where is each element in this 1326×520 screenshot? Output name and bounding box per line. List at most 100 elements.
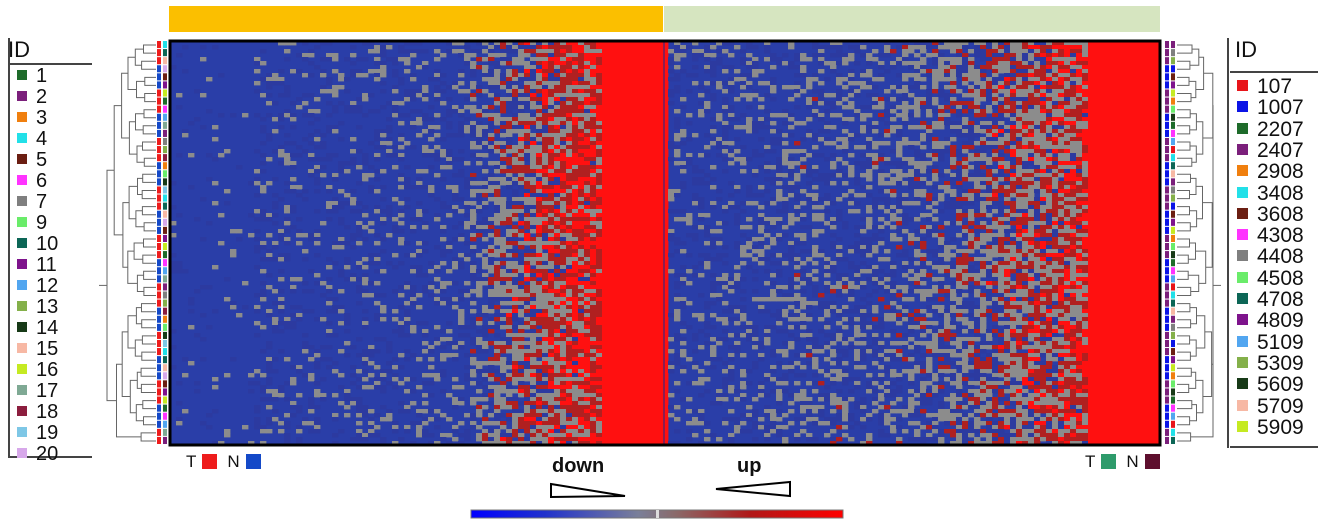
heatmap-cell	[404, 165, 411, 170]
heatmap-cell	[644, 149, 651, 154]
heatmap-cell	[1022, 65, 1029, 70]
heatmap-cell	[1046, 185, 1053, 190]
heatmap-cell	[188, 185, 195, 190]
heatmap-cell	[1112, 185, 1119, 190]
heatmap-cell	[380, 89, 387, 94]
heatmap-cell	[1136, 125, 1143, 130]
heatmap-cell	[1046, 133, 1053, 138]
heatmap-cell	[482, 145, 489, 150]
heatmap-cell	[296, 53, 303, 58]
heatmap-cell	[590, 221, 597, 226]
heatmap-cell	[614, 165, 621, 170]
heatmap-cell	[710, 201, 717, 206]
heatmap-cell	[626, 161, 633, 166]
heatmap-cell	[554, 73, 561, 78]
heatmap-cell	[452, 173, 459, 178]
heatmap-cell	[890, 209, 897, 214]
heatmap-cell	[890, 97, 897, 102]
heatmap-cell	[662, 229, 669, 234]
heatmap-cell	[422, 149, 429, 154]
heatmap-cell	[896, 85, 903, 90]
heatmap-cell	[284, 241, 291, 246]
heatmap-cell	[542, 165, 549, 170]
heatmap-cell	[596, 85, 603, 90]
heatmap-cell	[932, 73, 939, 78]
heatmap-cell	[1064, 129, 1071, 134]
heatmap-cell	[860, 117, 867, 122]
heatmap-cell	[944, 141, 951, 146]
heatmap-cell	[782, 133, 789, 138]
heatmap-cell	[632, 57, 639, 62]
heatmap-cell	[1136, 233, 1143, 238]
heatmap-cell	[404, 97, 411, 102]
heatmap-cell	[1010, 105, 1017, 110]
heatmap-cell	[1082, 53, 1089, 58]
heatmap-cell	[338, 201, 345, 206]
heatmap-cell	[176, 93, 183, 98]
heatmap-cell	[650, 133, 657, 138]
heatmap-cell	[458, 89, 465, 94]
heatmap-cell	[332, 93, 339, 98]
heatmap-cell	[722, 133, 729, 138]
heatmap-cell	[380, 69, 387, 74]
heatmap-cell	[620, 81, 627, 86]
heatmap-cell	[1142, 89, 1149, 94]
heatmap-cell	[584, 45, 591, 50]
heatmap-cell	[554, 225, 561, 230]
heatmap-cell	[1046, 45, 1053, 50]
heatmap-cell	[770, 217, 777, 222]
heatmap-cell	[980, 233, 987, 238]
heatmap-cell	[962, 157, 969, 162]
heatmap-cell	[458, 197, 465, 202]
heatmap-cell	[1034, 209, 1041, 214]
heatmap-cell	[350, 197, 357, 202]
heatmap-cell	[500, 217, 507, 222]
heatmap-cell	[1070, 57, 1077, 62]
heatmap-cell	[1142, 229, 1149, 234]
heatmap-cell	[1106, 129, 1113, 134]
heatmap-cell	[1100, 161, 1107, 166]
heatmap-cell	[914, 77, 921, 82]
heatmap-cell	[518, 137, 525, 142]
heatmap-cell	[356, 165, 363, 170]
heatmap-cell	[566, 201, 573, 206]
heatmap-cell	[470, 209, 477, 214]
heatmap-cell	[920, 193, 927, 198]
heatmap-cell	[374, 109, 381, 114]
heatmap-cell	[212, 125, 219, 130]
heatmap-cell	[530, 193, 537, 198]
heatmap-cell	[1142, 209, 1149, 214]
heatmap-cell	[572, 41, 579, 46]
heatmap-cell	[908, 157, 915, 162]
heatmap-cell	[530, 185, 537, 190]
heatmap-cell	[554, 233, 561, 238]
heatmap-cell	[668, 209, 675, 214]
heatmap-cell	[1148, 133, 1155, 138]
heatmap-cell	[470, 141, 477, 146]
heatmap-cell	[1106, 217, 1113, 222]
heatmap-cell	[998, 233, 1005, 238]
heatmap-cell	[218, 153, 225, 158]
heatmap-cell	[512, 201, 519, 206]
heatmap-cell	[644, 173, 651, 178]
heatmap-cell	[746, 93, 753, 98]
heatmap-cell	[554, 209, 561, 214]
heatmap-cell	[416, 133, 423, 138]
heatmap-cell	[908, 201, 915, 206]
heatmap-cell	[272, 245, 279, 250]
heatmap-cell	[920, 77, 927, 82]
heatmap-cell	[1004, 217, 1011, 222]
heatmap-cell	[1118, 53, 1125, 58]
heatmap-cell	[1040, 85, 1047, 90]
heatmap-cell	[506, 157, 513, 162]
heatmap-cell	[452, 189, 459, 194]
heatmap-cell	[566, 65, 573, 70]
heatmap-cell	[998, 113, 1005, 118]
heatmap-cell	[638, 133, 645, 138]
heatmap-cell	[1118, 157, 1125, 162]
heatmap-cell	[866, 137, 873, 142]
heatmap-cell	[632, 69, 639, 74]
heatmap-cell	[692, 57, 699, 62]
heatmap-cell	[470, 153, 477, 158]
heatmap-cell	[902, 181, 909, 186]
